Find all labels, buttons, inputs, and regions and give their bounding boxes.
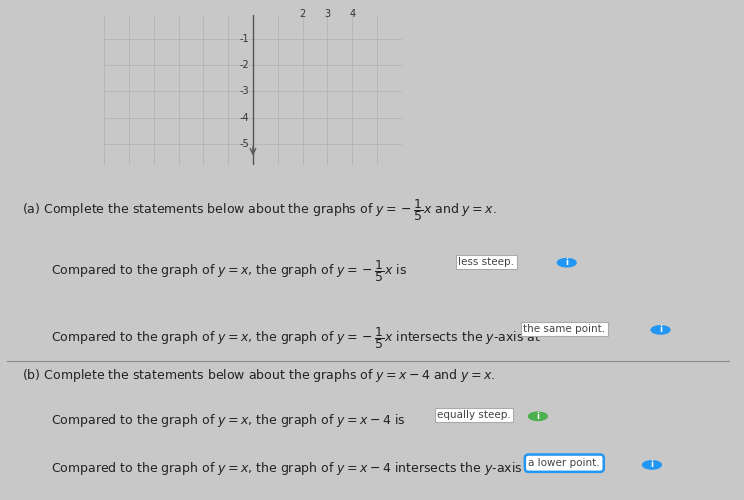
Circle shape	[643, 461, 661, 469]
Circle shape	[528, 412, 548, 420]
Text: the same point.: the same point.	[524, 324, 606, 334]
Text: Compared to the graph of $y=x$, the graph of $y=-\dfrac{1}{5}x$ intersects the $: Compared to the graph of $y=x$, the grap…	[51, 326, 541, 351]
Text: 2: 2	[299, 9, 306, 19]
Text: i: i	[536, 412, 539, 421]
Text: -5: -5	[240, 139, 249, 149]
Text: Compared to the graph of $y=x$, the graph of $y=x-4$ intersects the $y$-axis at: Compared to the graph of $y=x$, the grap…	[51, 460, 539, 477]
Text: Compared to the graph of $y=x$, the graph of $y=x-4$ is: Compared to the graph of $y=x$, the grap…	[51, 412, 405, 429]
Text: 4: 4	[349, 9, 355, 19]
Text: -3: -3	[240, 86, 249, 97]
Text: 3: 3	[324, 9, 330, 19]
Text: equally steep.: equally steep.	[437, 410, 510, 420]
Text: a lower point.: a lower point.	[528, 458, 600, 468]
Text: -4: -4	[240, 112, 249, 122]
Text: Compared to the graph of $y=x$, the graph of $y=-\dfrac{1}{5}x$ is: Compared to the graph of $y=x$, the grap…	[51, 258, 407, 284]
Text: i: i	[650, 460, 653, 469]
Text: -1: -1	[240, 34, 249, 43]
Text: (b) Complete the statements below about the graphs of $y=x-4$ and $y=x$.: (b) Complete the statements below about …	[22, 367, 496, 384]
Circle shape	[557, 258, 576, 267]
Text: i: i	[659, 326, 662, 334]
Text: less steep.: less steep.	[458, 256, 515, 266]
Text: -2: -2	[240, 60, 249, 70]
Text: (a) Complete the statements below about the graphs of $y=-\dfrac{1}{5}x$ and $y=: (a) Complete the statements below about …	[22, 198, 496, 224]
Text: i: i	[565, 258, 568, 267]
Circle shape	[651, 326, 670, 334]
